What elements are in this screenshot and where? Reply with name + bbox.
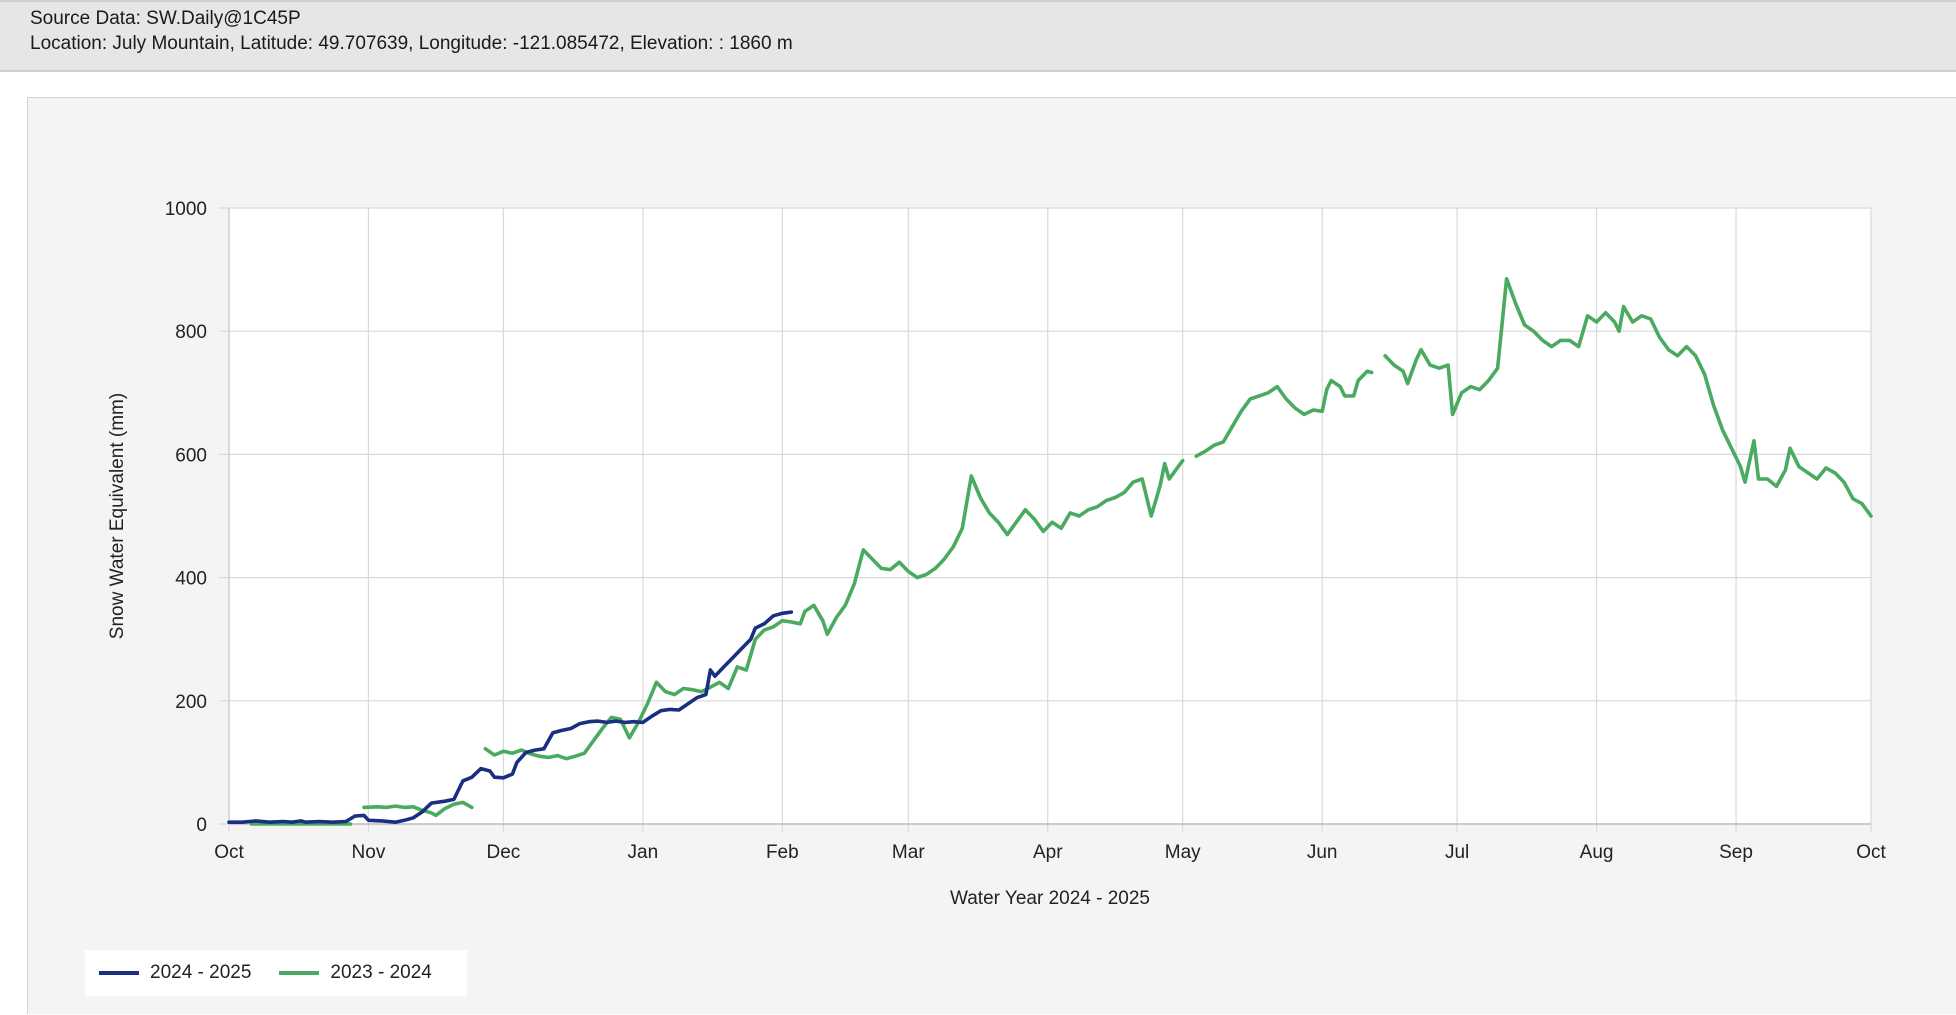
y-tick-label-200: 200 <box>175 692 207 713</box>
x-tick-label-2: Dec <box>487 842 521 863</box>
legend-label-2023-2024: 2023 - 2024 <box>330 962 432 983</box>
y-axis-title: Snow Water Equivalent (mm) <box>107 393 128 639</box>
location-line: Location: July Mountain, Latitude: 49.70… <box>30 33 793 54</box>
series-line-2023-2024-segment-4 <box>1383 277 1873 518</box>
legend-label-2024-2025: 2024 - 2025 <box>150 962 252 983</box>
x-tick-label-11: Sep <box>1719 842 1753 863</box>
series-line-2023-2024-segment-3 <box>1194 369 1374 459</box>
series-line-2024-2025-segment-0 <box>227 610 794 825</box>
x-tick-label-3: Jan <box>628 842 659 863</box>
legend-item-2023-2024[interactable]: 2023 - 2024 <box>279 962 432 984</box>
y-tick-label-800: 800 <box>175 322 207 343</box>
x-tick-label-12: Oct <box>1856 842 1886 863</box>
x-tick-label-4: Feb <box>766 842 799 863</box>
swe-line-chart: 0 200 400 600 800 1000 Oct Nov Dec Jan Feb Mar Apr Ma… <box>107 199 1887 909</box>
x-tick-label-7: May <box>1165 842 1201 863</box>
x-tick-label-1: Nov <box>352 842 386 863</box>
grid-layer <box>219 207 1872 832</box>
legend-item-2024-2025[interactable]: 2024 - 2025 <box>99 962 251 984</box>
legend-swatch-2024-2025 <box>99 971 139 975</box>
y-tick-label-0: 0 <box>196 815 207 836</box>
x-axis-title: Water Year 2024 - 2025 <box>950 888 1150 909</box>
x-tick-label-5: Mar <box>892 842 925 863</box>
y-tick-label-600: 600 <box>175 445 207 466</box>
chart-legend: 2024 - 2025 2023 - 2024 <box>85 950 467 996</box>
series-layer <box>227 277 1873 826</box>
x-tick-label-9: Jul <box>1445 842 1469 863</box>
y-tick-label-400: 400 <box>175 569 207 590</box>
legend-swatch-2023-2024 <box>279 971 320 975</box>
info-header: Source Data: SW.Daily@1C45P Location: Ju… <box>0 0 1956 72</box>
x-tick-label-0: Oct <box>214 842 244 863</box>
source-data-line: Source Data: SW.Daily@1C45P <box>30 8 301 29</box>
y-tick-label-1000: 1000 <box>165 199 207 220</box>
chart-panel: 0 200 400 600 800 1000 Oct Nov Dec Jan Feb Mar Apr Ma… <box>27 97 1956 1014</box>
x-tick-label-8: Jun <box>1307 842 1338 863</box>
x-tick-label-6: Apr <box>1033 842 1063 863</box>
tick-label-layer: 0 200 400 600 800 1000 Oct Nov Dec Jan Feb Mar Apr Ma… <box>165 199 1887 863</box>
x-tick-label-10: Aug <box>1580 842 1614 863</box>
plot-area <box>229 208 1871 824</box>
